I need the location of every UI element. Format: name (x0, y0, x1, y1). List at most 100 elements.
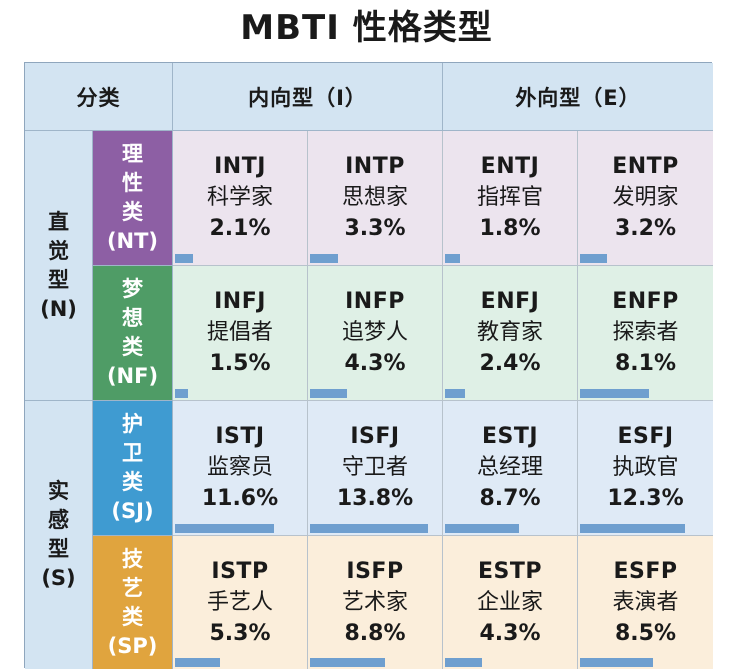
type-code: ENFP (612, 289, 679, 314)
percentage-bar (310, 389, 347, 398)
percentage-bar (445, 524, 519, 533)
type-percentage: 12.3% (607, 486, 684, 511)
category-char: 理 (121, 142, 143, 166)
type-percentage: 2.1% (209, 216, 271, 241)
type-percentage: 8.5% (614, 620, 676, 646)
category-char: 艺 (122, 575, 143, 600)
type-name: 科学家 (206, 185, 273, 210)
type-code: ENFJ (480, 289, 540, 314)
type-code: ISFJ (350, 424, 400, 449)
type-name: 手艺人 (206, 589, 273, 615)
type-name: 艺术家 (341, 589, 408, 615)
category-nf: 梦 想 类 (NF) (93, 266, 173, 401)
type-cell-enfj: ENFJ 教育家 2.4% (443, 266, 578, 401)
percentage-bar (580, 389, 649, 398)
type-code: ESTP (477, 558, 542, 584)
type-percentage: 4.3% (344, 351, 406, 376)
category-char: (SJ) (111, 499, 154, 523)
category-sp: 技 艺 类 (SP) (93, 536, 173, 669)
type-name: 发明家 (612, 185, 679, 210)
type-name: 守卫者 (341, 455, 408, 480)
type-name: 提倡者 (206, 320, 273, 345)
category-char: 卫 (121, 441, 143, 465)
type-name: 企业家 (476, 589, 543, 615)
percentage-bar (310, 254, 338, 263)
type-cell-istj: ISTJ 监察员 11.6% (173, 401, 308, 536)
introvert-header: 内向型（I） (173, 63, 443, 131)
category-char: 技 (122, 546, 143, 571)
type-name: 表演者 (612, 589, 679, 615)
category-char: (NF) (106, 364, 159, 388)
type-cell-entp: ENTP 发明家 3.2% (578, 131, 713, 266)
type-code: ESFP (613, 558, 678, 584)
extrovert-header: 外向型（E） (443, 63, 713, 131)
percentage-bar (310, 524, 428, 533)
type-percentage: 3.3% (344, 216, 406, 241)
category-char: 护 (121, 412, 143, 436)
type-cell-entj: ENTJ 指挥官 1.8% (443, 131, 578, 266)
mbti-table: 分类 内向型（I） 外向型（E） 直 觉 型 (N) 实 感 型 (S) 理 性… (24, 62, 713, 669)
type-code: ISFP (346, 558, 404, 584)
percentage-bar (445, 254, 460, 263)
percentage-bar (175, 389, 188, 398)
type-cell-infp: INFP 追梦人 4.3% (308, 266, 443, 401)
type-code: ISTJ (215, 424, 265, 449)
category-char: (SP) (107, 633, 158, 658)
category-char: 类 (122, 604, 143, 629)
type-code: ENTP (612, 154, 679, 179)
type-code: ISTP (211, 558, 269, 584)
type-percentage: 2.4% (479, 351, 541, 376)
group-char: 直 (48, 209, 69, 234)
group-char: 实 (47, 479, 69, 503)
group-intuitive: 直 觉 型 (N) (25, 131, 93, 401)
type-cell-esfj: ESFJ 执政官 12.3% (578, 401, 713, 536)
category-char: (NT) (106, 229, 159, 253)
type-code: INTP (345, 154, 405, 179)
category-char: 梦 (122, 277, 143, 301)
type-cell-estp: ESTP 企业家 4.3% (443, 536, 578, 669)
category-char: 类 (122, 335, 143, 359)
group-char: 感 (47, 508, 69, 532)
type-cell-esfp: ESFP 表演者 8.5% (578, 536, 713, 669)
group-sensing: 实 感 型 (S) (25, 401, 93, 669)
type-cell-isfj: ISFJ 守卫者 13.8% (308, 401, 443, 536)
page-title: MBTI 性格类型 (240, 8, 493, 48)
group-char: (S) (41, 566, 76, 590)
category-sj: 护 卫 类 (SJ) (93, 401, 173, 536)
type-code: ENTJ (480, 154, 540, 179)
type-cell-enfp: ENFP 探索者 8.1% (578, 266, 713, 401)
type-cell-intp: INTP 思想家 3.3% (308, 131, 443, 266)
type-cell-infj: INFJ 提倡者 1.5% (173, 266, 308, 401)
type-code: ESFJ (617, 424, 674, 449)
type-percentage: 8.1% (614, 351, 676, 376)
type-name: 指挥官 (476, 185, 543, 210)
group-char: 型 (48, 267, 69, 292)
percentage-bar (175, 658, 220, 667)
percentage-bar (580, 524, 685, 533)
type-code: INTJ (214, 154, 266, 179)
type-cell-isfp: ISFP 艺术家 8.8% (308, 536, 443, 669)
group-char: 觉 (48, 238, 69, 263)
percentage-bar (175, 524, 274, 533)
type-name: 监察员 (206, 455, 273, 480)
type-name: 总经理 (476, 455, 543, 480)
corner-header: 分类 (25, 63, 173, 131)
type-code: INFJ (214, 289, 266, 314)
type-percentage: 4.3% (479, 620, 541, 646)
group-sensing-label: 实 感 型 (S) (41, 477, 75, 593)
type-percentage: 8.7% (479, 486, 541, 511)
type-code: ESTJ (481, 424, 539, 449)
type-name: 追梦人 (341, 320, 408, 345)
category-char: 类 (121, 200, 143, 224)
percentage-bar (175, 254, 193, 263)
category-char: 想 (122, 306, 143, 330)
group-intuitive-label: 直 觉 型 (N) (40, 208, 77, 324)
type-percentage: 1.8% (479, 216, 541, 241)
percentage-bar (445, 389, 465, 398)
percentage-bar (445, 658, 482, 667)
type-percentage: 1.5% (209, 351, 271, 376)
category-nt: 理 性 类 (NT) (93, 131, 173, 266)
percentage-bar (580, 254, 607, 263)
type-percentage: 11.6% (201, 486, 279, 511)
percentage-bar (310, 658, 385, 667)
